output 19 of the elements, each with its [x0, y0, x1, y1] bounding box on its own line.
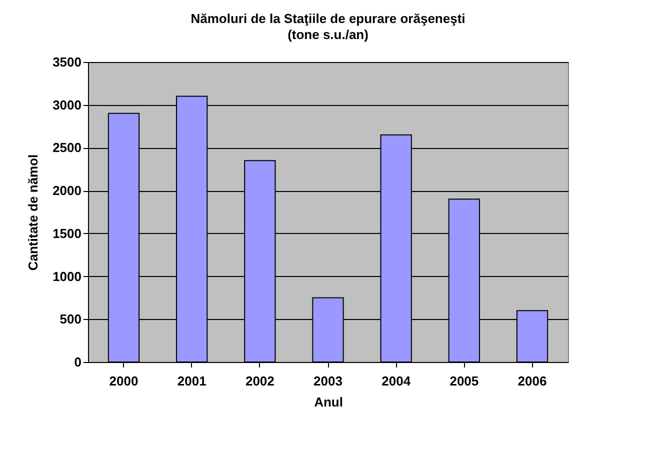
- y-tick-label: 3500: [52, 54, 82, 70]
- x-tick-label: 2002: [245, 374, 274, 388]
- chart-subtitle: (tone s.u./an): [288, 27, 368, 42]
- y-tick-label: 2000: [52, 183, 82, 198]
- x-axis-title: Anul: [314, 394, 343, 410]
- y-tick-label: 2500: [52, 140, 82, 156]
- y-axis-title: Cantitate de nămol: [26, 154, 41, 271]
- y-tick-label: 500: [60, 312, 82, 327]
- x-tick-label: 2000: [109, 374, 138, 388]
- x-tick-label: 2006: [518, 374, 547, 388]
- chart-title: Nămoluri de la Staţiile de epurare orăşeneşti: [190, 11, 466, 26]
- y-tick-label: 1500: [52, 226, 82, 241]
- x-tick-label: 2003: [314, 374, 342, 388]
- x-tick-label: 2005: [450, 374, 479, 388]
- x-tick-label: 2001: [177, 374, 206, 388]
- y-tick-label: 1000: [52, 268, 82, 284]
- y-tick-label: 0: [74, 354, 82, 370]
- y-tick-label: 3000: [52, 97, 82, 112]
- x-tick-label: 2004: [382, 374, 412, 388]
